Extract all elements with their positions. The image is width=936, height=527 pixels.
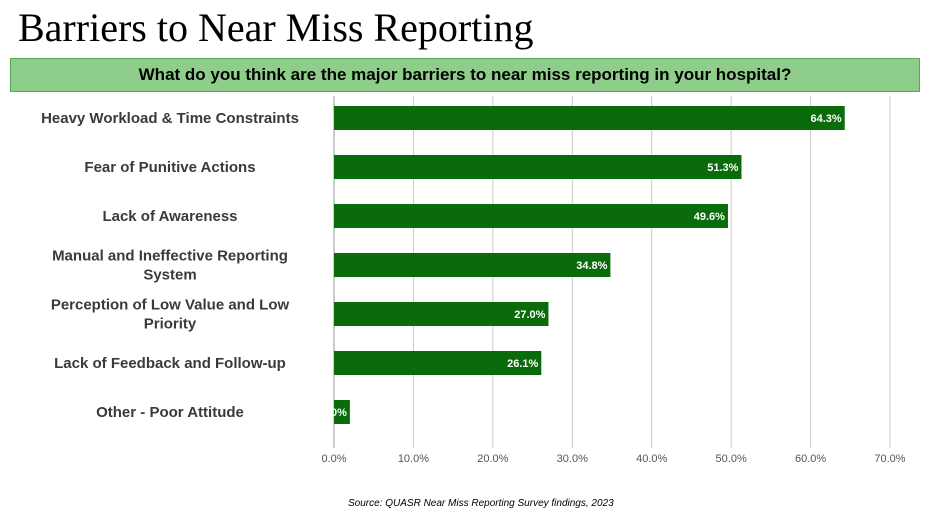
data-label: 64.3% [811, 113, 842, 125]
slide-title: Barriers to Near Miss Reporting [18, 5, 534, 50]
x-tick-label: 50.0% [716, 453, 747, 465]
data-label: 27.0% [514, 309, 545, 321]
data-label: 26.1% [507, 358, 538, 370]
bar [334, 400, 350, 424]
x-tick-label: 70.0% [874, 453, 905, 465]
category-label: System [143, 267, 196, 284]
x-tick-label: 60.0% [795, 453, 826, 465]
x-tick-label: 0.0% [321, 453, 346, 465]
bar [334, 302, 549, 326]
category-label: Perception of Low Value and Low [51, 297, 290, 314]
bar [334, 351, 542, 375]
x-tick-label: 20.0% [477, 453, 508, 465]
category-label: Other - Poor Attitude [96, 404, 244, 421]
bars: 64.3% 51.3% 49.6% 34.8% 27.0% 26.1% 2.0% [322, 106, 845, 424]
category-label: Manual and Ineffective Reporting [52, 248, 288, 265]
category-label: Priority [144, 316, 197, 333]
data-label: 34.8% [576, 260, 607, 272]
bar [334, 204, 728, 228]
data-label: 51.3% [707, 162, 738, 174]
question-banner: What do you think are the major barriers… [10, 58, 920, 92]
category-label: Fear of Punitive Actions [84, 159, 255, 176]
x-tick-label: 10.0% [398, 453, 429, 465]
category-label: Lack of Feedback and Follow-up [54, 355, 286, 372]
category-label: Lack of Awareness [102, 208, 237, 225]
data-label: 2.0% [322, 407, 347, 419]
bar [334, 253, 611, 277]
bar [334, 106, 845, 130]
bar-chart: 64.3% 51.3% 49.6% 34.8% 27.0% 26.1% 2.0% Heavy… [41, 96, 906, 465]
data-label: 49.6% [694, 211, 725, 223]
bar [334, 155, 742, 179]
x-tick-label: 30.0% [557, 453, 588, 465]
source-note: Source: QUASR Near Miss Reporting Survey… [348, 498, 614, 509]
category-label: Heavy Workload & Time Constraints [41, 110, 299, 127]
x-axis-ticks: 0.0% 10.0% 20.0% 30.0% 40.0% 50.0% 60.0% 70.0% [321, 453, 905, 465]
category-labels: Heavy Workload & Time Constraints Fear of… [41, 110, 299, 421]
x-tick-label: 40.0% [636, 453, 667, 465]
